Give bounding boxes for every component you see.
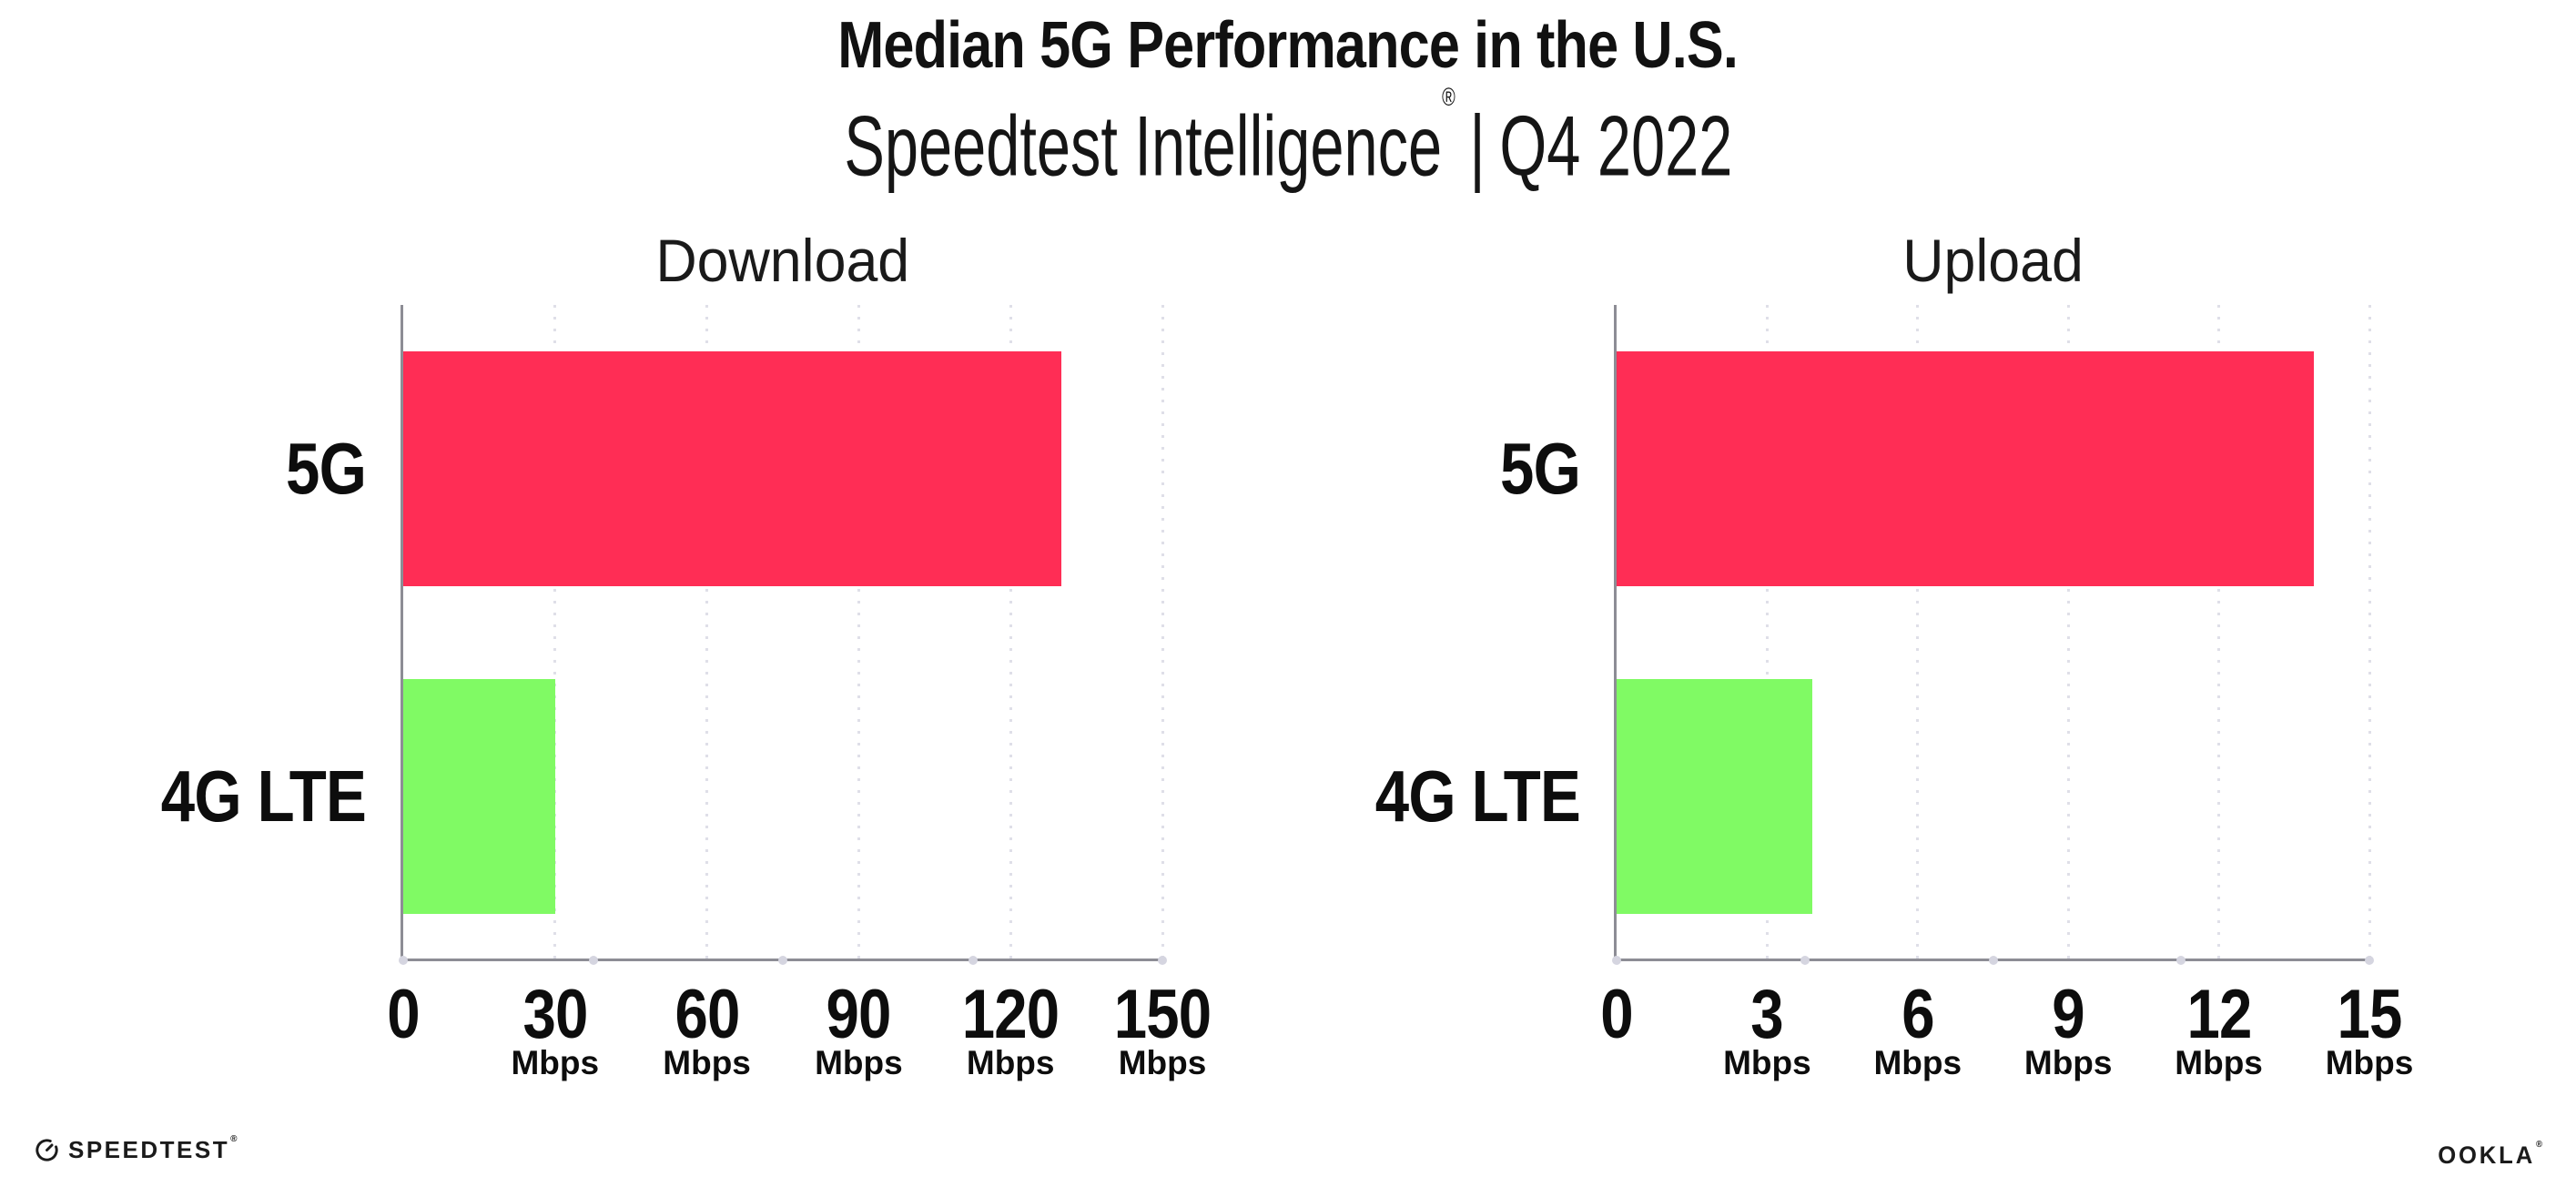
subtitle-period: Q4 2022 [1498,97,1733,194]
axis-dot [778,955,787,965]
axis-dot [2365,955,2374,965]
axis-dot [2176,955,2186,965]
y-axis [1614,305,1617,961]
subtitle-brand: Speedtest Intelligence [843,97,1442,194]
gridline-30 [553,305,557,959]
axis-dot [968,955,978,965]
tick-unit-120: Mbps [966,1044,1055,1081]
bar-5g [403,351,1061,586]
axis-dot [399,955,408,965]
tick-unit-60: Mbps [663,1044,751,1081]
tick-label-6: 6 [1902,976,1934,1053]
tick-label-15: 15 [2337,976,2402,1053]
tick-label-9: 9 [2052,976,2084,1053]
gridline-120 [1009,305,1012,959]
bar-5g [1617,351,2315,586]
tick-unit-9: Mbps [2023,1044,2113,1081]
bar-4g-lte [1617,679,1813,914]
tick-unit-15: Mbps [2325,1044,2414,1081]
speedtest-registered-mark: ® [230,1134,239,1145]
y-axis [401,305,403,961]
registered-mark: ® [1441,83,1455,111]
row-label-4g-lte: 4G LTE [1374,756,1581,837]
bar-4g-lte [403,679,555,914]
page-subtitle: Speedtest Intelligence® | Q4 2022 [0,83,2576,194]
tick-label-3: 3 [1750,976,1784,1053]
speedtest-wordmark: SPEEDTEST® [68,1134,239,1163]
tick-unit-90: Mbps [815,1044,903,1081]
gridline-12 [2217,305,2221,959]
tick-unit-12: Mbps [2175,1044,2263,1081]
axis-dot [588,955,598,965]
axis-dot [1800,955,1810,965]
axis-dot [1612,955,1621,965]
row-label-5g: 5G [1500,428,1581,509]
tick-unit-30: Mbps [511,1044,600,1081]
tick-label-0: 0 [387,976,420,1053]
tick-label-12: 12 [2186,976,2252,1053]
tick-label-120: 120 [961,976,1060,1053]
tick-unit-150: Mbps [1118,1044,1207,1081]
gridline-6 [1916,305,1920,959]
gridline-9 [2066,305,2070,959]
gridline-90 [857,305,860,959]
page-title: Median 5G Performance in the U.S. [837,9,1739,82]
tick-unit-3: Mbps [1723,1044,1811,1081]
subtitle-separator: | [1469,97,1486,194]
tick-label-150: 150 [1113,976,1212,1053]
gridline-15 [2368,305,2371,959]
ookla-registered-mark: ® [2536,1140,2545,1150]
tick-label-90: 90 [826,976,892,1053]
tick-label-30: 30 [522,976,588,1053]
axis-dot [1158,955,1167,965]
gridline-3 [1765,305,1769,959]
tick-label-0: 0 [1600,976,1633,1053]
header: Median 5G Performance in the U.S. Speedt… [0,0,2576,194]
gridline-150 [1161,305,1164,959]
axis-dot [1988,955,1998,965]
row-label-4g-lte: 4G LTE [160,756,367,837]
speedtest-logo: SPEEDTEST® [35,1134,239,1164]
row-label-5g: 5G [286,428,367,509]
ookla-logo: OOKLA ® [2438,1140,2545,1170]
gridline-60 [705,305,709,959]
speedtest-gauge-icon [35,1139,58,1161]
ookla-wordmark: OOKLA [2438,1141,2536,1169]
tick-label-60: 60 [674,976,740,1053]
chart-title-download: Download [655,227,910,294]
tick-unit-6: Mbps [1873,1044,1962,1081]
chart-title-upload: Upload [1902,227,2084,294]
